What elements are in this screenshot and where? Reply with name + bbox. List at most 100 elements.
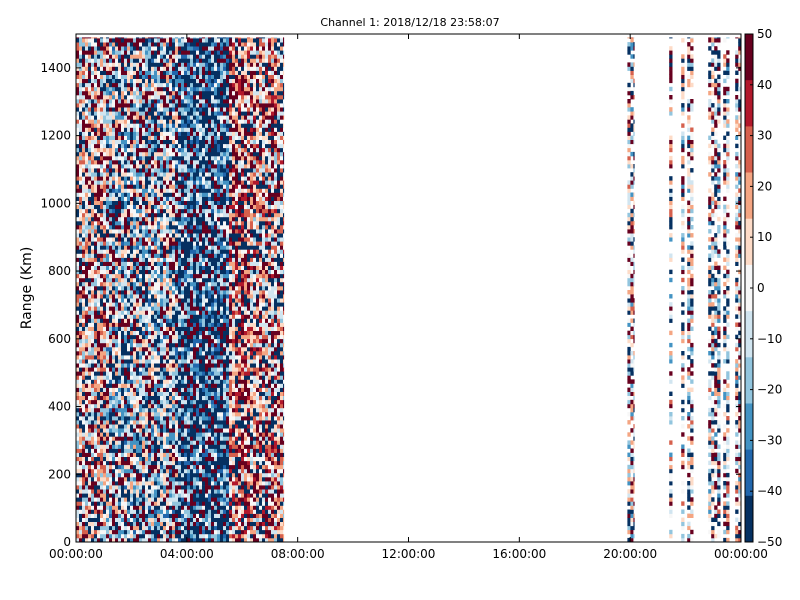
heatmap-cell xyxy=(166,342,170,348)
heatmap-cell xyxy=(178,164,182,169)
heatmap-cell xyxy=(184,265,188,270)
heatmap-cell xyxy=(160,294,164,299)
heatmap-cell xyxy=(127,123,131,128)
heatmap-cell xyxy=(100,505,104,510)
heatmap-cell xyxy=(163,403,167,409)
heatmap-cell xyxy=(160,74,164,79)
heatmap-cell xyxy=(157,281,161,287)
heatmap-cell xyxy=(115,74,119,79)
heatmap-cell xyxy=(130,513,134,518)
heatmap-cell xyxy=(154,464,158,470)
heatmap-cell xyxy=(190,416,194,421)
heatmap-cell xyxy=(145,164,149,169)
heatmap-cell xyxy=(97,505,101,510)
heatmap-cell xyxy=(91,399,95,405)
heatmap-cell xyxy=(148,253,152,258)
heatmap-cell xyxy=(187,58,191,63)
heatmap-cell xyxy=(145,37,149,39)
heatmap-cell xyxy=(187,155,191,161)
heatmap-cell xyxy=(181,115,185,120)
heatmap-cell xyxy=(94,481,98,486)
heatmap-cell xyxy=(178,533,182,539)
heatmap-cell xyxy=(136,517,140,522)
heatmap-cell xyxy=(112,493,116,498)
heatmap-cell xyxy=(145,444,149,449)
heatmap-cell xyxy=(133,346,137,352)
heatmap-cell xyxy=(106,131,110,136)
heatmap-cell xyxy=(160,42,164,47)
heatmap-cell xyxy=(139,395,143,401)
heatmap-cell xyxy=(100,298,104,303)
heatmap-cell xyxy=(163,485,167,490)
heatmap-cell xyxy=(178,38,182,43)
heatmap-cell xyxy=(97,501,101,506)
heatmap-cell xyxy=(160,143,164,149)
heatmap-cell xyxy=(160,424,164,429)
heatmap-cell xyxy=(175,82,179,88)
heatmap-cell xyxy=(178,99,182,104)
heatmap-cell xyxy=(97,241,101,246)
heatmap-cell xyxy=(181,225,185,230)
heatmap-cell xyxy=(181,127,185,132)
heatmap-cell xyxy=(169,412,173,417)
heatmap-cell xyxy=(115,533,119,539)
heatmap-cell xyxy=(118,334,122,340)
heatmap-cell xyxy=(91,387,95,392)
heatmap-cell xyxy=(148,107,152,112)
heatmap-cell xyxy=(133,168,137,173)
heatmap-cell xyxy=(106,99,110,104)
heatmap-cell xyxy=(103,306,107,311)
heatmap-cell xyxy=(136,78,140,84)
heatmap-cell xyxy=(169,277,173,283)
heatmap-cell xyxy=(124,298,128,303)
heatmap-cell xyxy=(166,188,170,193)
heatmap-cell xyxy=(193,277,197,283)
heatmap-cell xyxy=(142,139,146,145)
heatmap-cell xyxy=(172,513,176,518)
heatmap-cell xyxy=(118,208,122,214)
heatmap-cell xyxy=(139,90,143,96)
heatmap-cell xyxy=(187,176,191,181)
heatmap-cell xyxy=(133,537,137,543)
heatmap-cell xyxy=(133,525,137,531)
heatmap-cell xyxy=(103,493,107,498)
heatmap-cell xyxy=(76,294,80,299)
heatmap-cell xyxy=(106,355,110,360)
heatmap-cell xyxy=(187,464,191,470)
heatmap-cell xyxy=(127,62,131,67)
heatmap-cell xyxy=(112,216,116,222)
heatmap-cell xyxy=(106,58,110,63)
heatmap-cell xyxy=(85,359,89,364)
heatmap-cell xyxy=(127,468,131,474)
heatmap-cell xyxy=(181,489,185,494)
heatmap-cell xyxy=(178,387,182,392)
heatmap-cell xyxy=(97,468,101,474)
heatmap-cell xyxy=(106,164,110,169)
heatmap-cell xyxy=(151,529,155,535)
heatmap-cell xyxy=(139,481,143,486)
heatmap-cell xyxy=(94,216,98,222)
heatmap-cell xyxy=(91,123,95,128)
heatmap-cell xyxy=(91,249,95,254)
heatmap-cell xyxy=(190,330,194,336)
heatmap-cell xyxy=(145,509,149,514)
heatmap-cell xyxy=(85,367,89,372)
heatmap-cell xyxy=(142,147,146,153)
heatmap-cell xyxy=(163,444,167,449)
heatmap-cell xyxy=(145,338,149,344)
heatmap-cell xyxy=(136,306,140,311)
heatmap-cell xyxy=(109,367,113,372)
heatmap-cell xyxy=(172,436,176,441)
heatmap-cell xyxy=(112,428,116,433)
heatmap-cell xyxy=(184,155,188,161)
heatmap-cell xyxy=(145,517,149,522)
heatmap-cell xyxy=(136,452,140,457)
heatmap-cell xyxy=(112,119,116,124)
heatmap-cell xyxy=(106,318,110,323)
heatmap-cell xyxy=(124,78,128,84)
heatmap-cell xyxy=(163,216,167,222)
heatmap-cell xyxy=(181,37,185,39)
heatmap-cell xyxy=(169,290,173,295)
heatmap-cell xyxy=(163,428,167,433)
heatmap-cell xyxy=(97,192,101,197)
